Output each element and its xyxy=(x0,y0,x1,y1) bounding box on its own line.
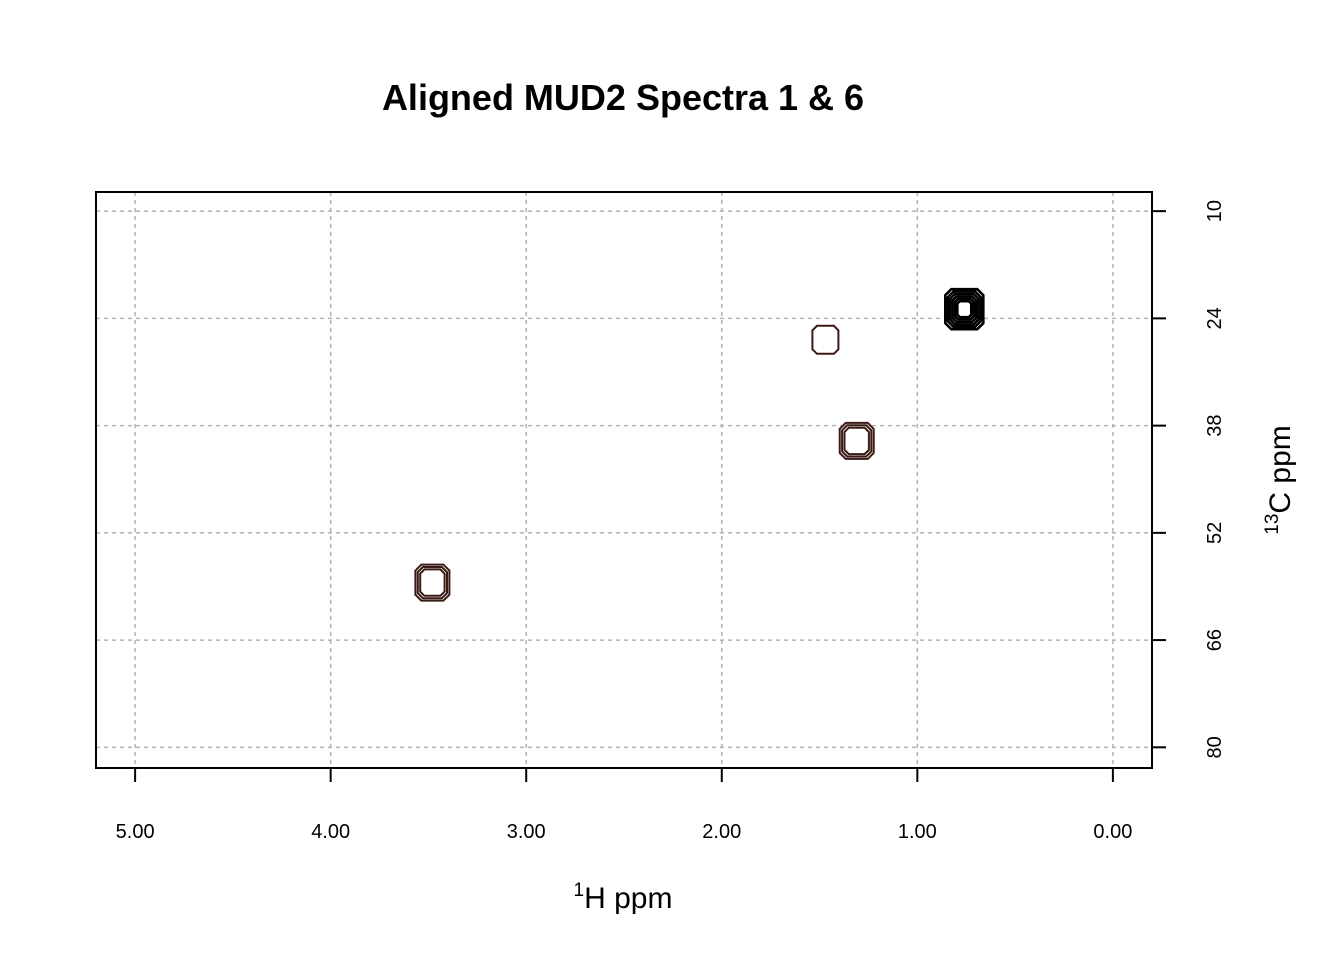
peak-2-contour xyxy=(811,324,840,355)
x-tick-label: 3.00 xyxy=(507,821,546,843)
peak-3-contour xyxy=(843,426,870,456)
y-tick-label: 10 xyxy=(1204,200,1226,222)
plot-frame xyxy=(95,191,1153,769)
x-tick-label: 5.00 xyxy=(116,821,155,843)
chart-title: Aligned MUD2 Spectra 1 & 6 xyxy=(382,77,864,118)
peak-4-contour xyxy=(419,568,446,597)
peak-2 xyxy=(811,324,840,355)
x-tick-label: 2.00 xyxy=(702,821,741,843)
y-axis-label: 13C ppm xyxy=(1262,425,1297,535)
x-tick-label: 0.00 xyxy=(1093,821,1132,843)
y-tick-label: 24 xyxy=(1204,307,1226,329)
peak-3-contour xyxy=(841,424,873,458)
x-axis-label-text: H ppm xyxy=(584,882,672,915)
y-axis: 10 24 38 52 66 80 xyxy=(1151,200,1226,758)
y-axis-label-text: C ppm xyxy=(1264,425,1297,513)
peak-3 xyxy=(838,421,875,460)
peak-1 xyxy=(943,287,985,331)
peak-3-contour xyxy=(838,421,875,460)
peaks-layer xyxy=(414,287,985,602)
x-tick-label: 1.00 xyxy=(898,821,937,843)
peak-1-contour xyxy=(955,299,973,319)
peak-4-contour xyxy=(416,566,448,600)
peak-1-contour xyxy=(948,292,980,326)
y-tick-label: 52 xyxy=(1204,522,1226,544)
x-axis-label: 1H ppm xyxy=(574,880,673,915)
peak-4 xyxy=(414,563,451,602)
y-tick-label: 80 xyxy=(1204,736,1226,758)
peak-4-contour xyxy=(414,563,451,602)
x-tick-label: 4.00 xyxy=(311,821,350,843)
grid-lines xyxy=(96,192,1152,768)
peak-1-contour xyxy=(953,297,976,321)
peak-1-contour xyxy=(946,290,983,329)
x-axis: 5.00 4.00 3.00 2.00 1.00 0.00 xyxy=(116,767,1132,843)
y-tick-label: 38 xyxy=(1204,414,1226,436)
x-axis-label-sup: 1 xyxy=(574,880,585,901)
peak-1-contour xyxy=(951,295,978,324)
y-axis-label-sup: 13 xyxy=(1262,514,1283,535)
y-tick-label: 66 xyxy=(1204,629,1226,651)
peak-1-contour xyxy=(943,287,985,331)
